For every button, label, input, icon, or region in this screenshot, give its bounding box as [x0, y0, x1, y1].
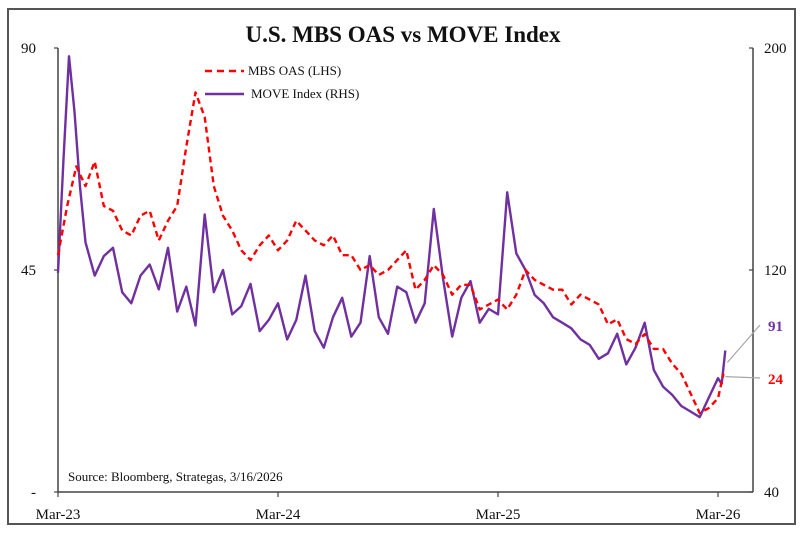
move-callout-line: [726, 324, 761, 363]
source-note: Source: Bloomberg, Strategas, 3/16/2026: [68, 469, 283, 484]
right-tick-label: 40: [764, 485, 779, 501]
axes: 90 45 - 200 120 40 Mar-23 Mar-24 Mar-25 Mar-26: [21, 41, 787, 523]
x-tick-label: Mar-26: [696, 507, 741, 523]
callouts: 91 24: [725, 319, 784, 388]
mbs-oas-line: [56, 91, 725, 415]
legend-mbs-label: MBS OAS (LHS): [248, 63, 341, 78]
right-tick-label: 120: [764, 263, 787, 279]
chart-title: U.S. MBS OAS vs MOVE Index: [245, 22, 561, 47]
x-tick-label: Mar-23: [36, 507, 81, 523]
move-index-line: [56, 55, 727, 419]
legend-move-label: MOVE Index (RHS): [251, 86, 359, 101]
x-tick-label: Mar-25: [476, 507, 521, 523]
mbs-callout-line: [725, 376, 761, 379]
left-tick-label: 45: [21, 263, 36, 279]
mbs-callout-value: 24: [768, 372, 784, 388]
move-callout-value: 91: [768, 319, 783, 335]
legend: MBS OAS (LHS) MOVE Index (RHS): [205, 63, 359, 101]
right-tick-label: 200: [764, 41, 787, 57]
series-layer: [56, 55, 727, 419]
chart-frame: [7, 8, 796, 525]
left-tick-label: -: [31, 485, 36, 501]
left-tick-label: 90: [21, 41, 36, 57]
x-tick-label: Mar-24: [256, 507, 301, 523]
